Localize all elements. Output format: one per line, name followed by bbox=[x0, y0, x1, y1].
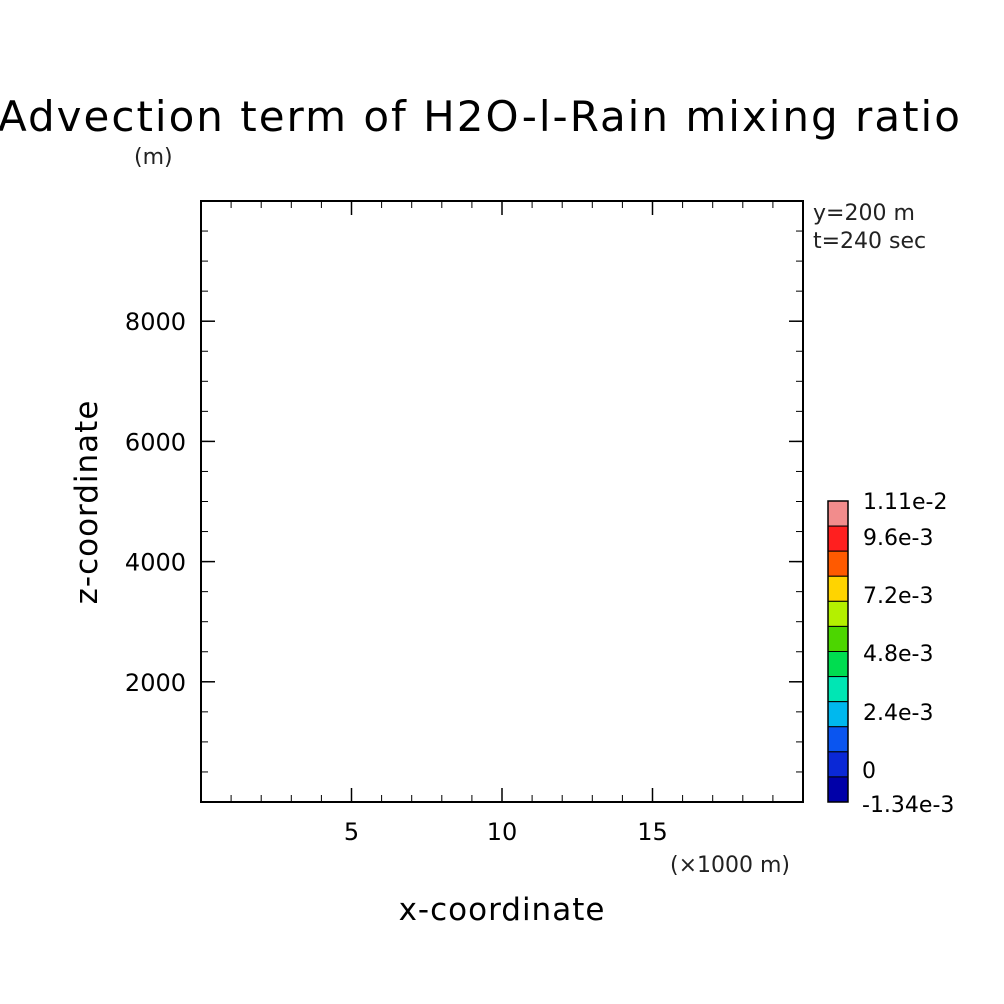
colorbar-segment bbox=[827, 776, 849, 803]
x-unit-label: (×1000 m) bbox=[670, 853, 790, 878]
plot-area bbox=[200, 200, 804, 803]
colorbar-segment bbox=[827, 600, 849, 627]
colorbar-label: 9.6e-3 bbox=[863, 526, 933, 551]
colorbar-segment bbox=[827, 550, 849, 577]
colorbar-labels: 1.11e-2 9.6e-3 7.2e-3 4.8e-3 2.4e-3 0 -1.34e-3 bbox=[862, 490, 954, 818]
tick-labels: 5 10 15 2000 4000 6000 8000 bbox=[125, 308, 668, 846]
x-tick-label: 15 bbox=[637, 818, 668, 846]
y-tick-label: 8000 bbox=[125, 308, 186, 336]
colorbar-segment bbox=[827, 701, 849, 728]
colorbar-segment bbox=[827, 625, 849, 653]
colorbar-label: 0 bbox=[862, 759, 876, 784]
colorbar-segment bbox=[827, 726, 849, 753]
colorbar-segment bbox=[827, 525, 849, 552]
annotation-y: y=200 m bbox=[813, 201, 915, 226]
colorbar-label: 2.4e-3 bbox=[863, 701, 933, 726]
major-ticks bbox=[201, 201, 803, 802]
colorbar-label: 7.2e-3 bbox=[863, 584, 933, 609]
colorbar-label: 4.8e-3 bbox=[863, 642, 933, 667]
colorbar bbox=[827, 500, 849, 803]
colorbar-segment bbox=[827, 575, 849, 602]
y-tick-label: 4000 bbox=[125, 549, 186, 577]
y-tick-label: 6000 bbox=[125, 428, 186, 456]
x-axis-label: x-coordinate bbox=[399, 892, 606, 928]
colorbar-segment bbox=[827, 676, 849, 703]
x-tick-label: 5 bbox=[344, 818, 359, 846]
chart-title: Advection term of H2O-l-Rain mixing rati… bbox=[0, 92, 962, 141]
colorbar-frame bbox=[827, 500, 849, 803]
y-axis-label: z-coordinate bbox=[69, 400, 105, 605]
colorbar-label: 1.11e-2 bbox=[863, 490, 947, 515]
colorbar-segment bbox=[827, 500, 849, 527]
y-tick-label: 2000 bbox=[125, 669, 186, 697]
colorbar-label: -1.34e-3 bbox=[862, 793, 954, 818]
x-tick-label: 10 bbox=[487, 818, 518, 846]
colorbar-segment bbox=[827, 651, 849, 678]
colorbar-segment bbox=[827, 751, 849, 778]
y-unit-label: (m) bbox=[134, 145, 173, 170]
annotation-t: t=240 sec bbox=[813, 229, 926, 254]
